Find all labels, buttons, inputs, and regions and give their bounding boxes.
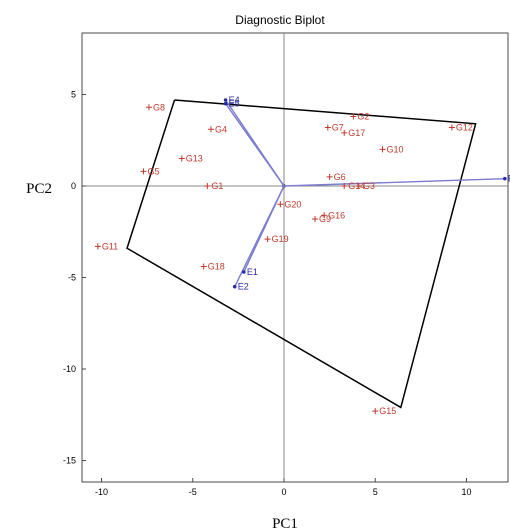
genotype-marker-g3	[355, 183, 362, 189]
y-axis-label: PC2	[26, 181, 52, 197]
env-label-e5: E5	[229, 99, 240, 109]
y-tick-label: 5	[71, 90, 76, 100]
genotype-marker-g17	[341, 129, 348, 136]
genotype-label-g6: G6	[334, 172, 346, 182]
polygon-hull	[126, 99, 477, 409]
genotype-label-g4: G4	[215, 124, 227, 134]
env-vector-e2	[234, 185, 285, 287]
env-point-e5	[223, 101, 228, 106]
genotype-label-g2: G2	[357, 111, 369, 121]
genotype-label-g8: G8	[153, 102, 165, 112]
y-ticks: 5 0 -5 -10 -15	[63, 90, 86, 466]
genotype-points: G1 G2 G3 G4 G5 G6 G7 G8 G9 G10 G11 G12 G13 G14 G15 G16 G…	[94, 102, 473, 416]
genotype-marker-g7	[324, 124, 331, 131]
env-label-e2: E2	[238, 282, 249, 292]
genotype-marker-g11	[94, 243, 101, 250]
genotype-marker-g14	[341, 183, 348, 189]
genotype-label-g20: G20	[284, 199, 301, 209]
genotype-label-g18: G18	[208, 262, 225, 272]
genotype-label-g16: G16	[328, 210, 345, 220]
genotype-marker-g12	[448, 124, 455, 131]
x-tick-label: -10	[95, 487, 108, 497]
env-point-e4	[223, 98, 228, 102]
genotype-marker-g19	[264, 236, 271, 243]
env-label-e1: E1	[247, 267, 258, 277]
env-point-e1	[242, 270, 246, 274]
y-tick-label: 0	[71, 181, 76, 191]
x-ticks: -10 -5 0 5 10	[95, 478, 472, 497]
env-point-e2	[232, 284, 237, 289]
genotype-marker-g4	[208, 126, 214, 133]
genotype-label-g12: G12	[456, 122, 473, 132]
genotype-marker-g1	[204, 183, 211, 189]
genotype-label-g9: G9	[319, 214, 331, 224]
x-axis-label: PC1	[272, 516, 298, 531]
genotype-label-g11: G11	[102, 241, 118, 251]
env-vector-e5	[225, 103, 285, 187]
plot-frame	[81, 32, 509, 483]
env-label-e6: E6	[508, 174, 510, 184]
x-tick-label: 0	[281, 487, 286, 497]
genotype-marker-g13	[178, 155, 185, 162]
environment-vectors	[225, 99, 505, 287]
chart-title: Diagnostic Biplot	[235, 13, 325, 27]
genotype-label-g3: G3	[363, 181, 375, 191]
y-tick-label: -5	[68, 273, 76, 283]
y-tick-label: -15	[63, 456, 76, 466]
genotype-marker-g20	[277, 201, 284, 208]
x-tick-label: 5	[373, 487, 378, 497]
env-vector-e6	[283, 177, 505, 187]
genotype-label-g5: G5	[147, 166, 159, 176]
genotype-marker-g8	[145, 104, 152, 111]
genotype-label-g1: G1	[211, 181, 223, 191]
genotype-marker-g6	[326, 173, 333, 180]
x-tick-label: -5	[189, 487, 197, 497]
env-label-e4: E4	[229, 95, 240, 105]
genotype-label-g14: G14	[348, 181, 365, 191]
y-tick-label: -10	[63, 364, 76, 374]
genotype-label-g19: G19	[272, 234, 289, 244]
genotype-marker-g2	[350, 113, 357, 120]
genotype-label-g17: G17	[348, 128, 365, 138]
genotype-label-g7: G7	[332, 122, 344, 132]
genotype-label-g13: G13	[186, 154, 203, 164]
genotype-label-g15: G15	[379, 406, 396, 416]
genotype-marker-g18	[200, 263, 207, 270]
env-point-e6	[503, 176, 507, 181]
genotype-marker-g16	[321, 212, 328, 219]
genotype-marker-g9	[312, 215, 319, 222]
genotype-label-g10: G10	[387, 144, 404, 154]
x-tick-label: 10	[461, 487, 471, 497]
genotype-marker-g15	[372, 408, 379, 415]
genotype-marker-g10	[379, 146, 386, 153]
genotype-marker-g5	[140, 168, 147, 175]
